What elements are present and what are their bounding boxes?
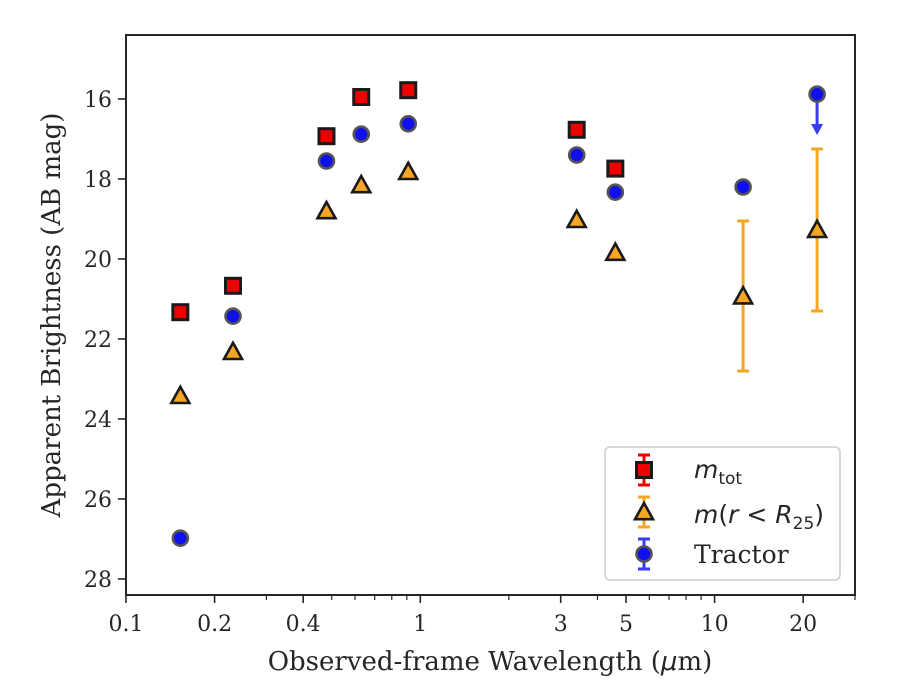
- x-tick-label: 3: [554, 612, 568, 637]
- data-point: [315, 199, 338, 220]
- y-axis-ticks: 16 18 20 22 24 26 28: [84, 88, 126, 593]
- x-tick-label: 0.4: [286, 612, 321, 637]
- data-point: [221, 340, 245, 361]
- data-point: [350, 173, 373, 194]
- x-tick-label: 0.1: [109, 612, 144, 637]
- data-point: [317, 152, 336, 170]
- legend-marker-tractor: [635, 545, 653, 563]
- x-tick-label: 5: [619, 612, 633, 637]
- x-tick-label: 1: [413, 612, 427, 637]
- data-point: [565, 208, 588, 229]
- upper-limit-arrow: [811, 124, 824, 135]
- y-tick-label: 22: [84, 328, 112, 353]
- legend-label-tractor: Tractor: [694, 540, 789, 569]
- data-point: [567, 146, 586, 164]
- data-point: [399, 115, 418, 133]
- y-tick-label: 18: [84, 168, 112, 193]
- series-layer: [169, 81, 829, 548]
- data-point: [805, 218, 829, 239]
- data-point: [606, 183, 625, 201]
- data-point: [606, 159, 625, 178]
- data-point: [317, 127, 336, 146]
- data-point: [171, 529, 190, 548]
- legend-marker-mr25: [632, 500, 656, 521]
- data-point: [604, 240, 627, 262]
- legend: mtot m(r < R25) Tractor: [604, 446, 841, 581]
- x-tick-label: 20: [789, 612, 817, 637]
- legend-label-mr25: m(r < R25): [694, 500, 824, 534]
- series-tractor: [171, 85, 826, 548]
- data-point: [808, 85, 826, 103]
- data-point: [171, 303, 190, 322]
- y-tick-label: 16: [84, 88, 112, 113]
- data-point: [397, 160, 420, 181]
- y-tick-label: 26: [84, 488, 112, 513]
- y-tick-label: 24: [84, 408, 112, 433]
- x-tick-label: 10: [701, 612, 729, 637]
- legend-marker-mtot: [635, 461, 653, 479]
- data-point: [399, 81, 418, 100]
- data-point: [734, 178, 752, 196]
- legend-symbols: [632, 453, 656, 571]
- series-mtot: [171, 81, 625, 322]
- data-point: [169, 384, 192, 405]
- y-tick-label: 20: [84, 248, 112, 273]
- data-point: [567, 120, 586, 139]
- legend-label-mtot: mtot: [694, 455, 742, 489]
- x-axis-label-mu: μ: [660, 647, 678, 677]
- y-tick-label: 28: [84, 568, 112, 593]
- x-axis-ticks: 0.1 0.2 0.4 1 3 5 10 20: [109, 595, 817, 637]
- legend-box: [604, 446, 841, 581]
- data-point: [731, 284, 755, 305]
- data-point: [352, 88, 371, 106]
- x-axis-label: Observed-frame Wavelength (μm): [268, 647, 713, 677]
- y-axis-label: Apparent Brightness (AB mag): [37, 113, 67, 519]
- plot-frame: [125, 34, 856, 596]
- data-point: [352, 125, 371, 143]
- data-point: [224, 276, 243, 295]
- data-point: [224, 307, 242, 326]
- series-mr25: [169, 147, 829, 405]
- x-tick-label: 0.2: [197, 612, 232, 637]
